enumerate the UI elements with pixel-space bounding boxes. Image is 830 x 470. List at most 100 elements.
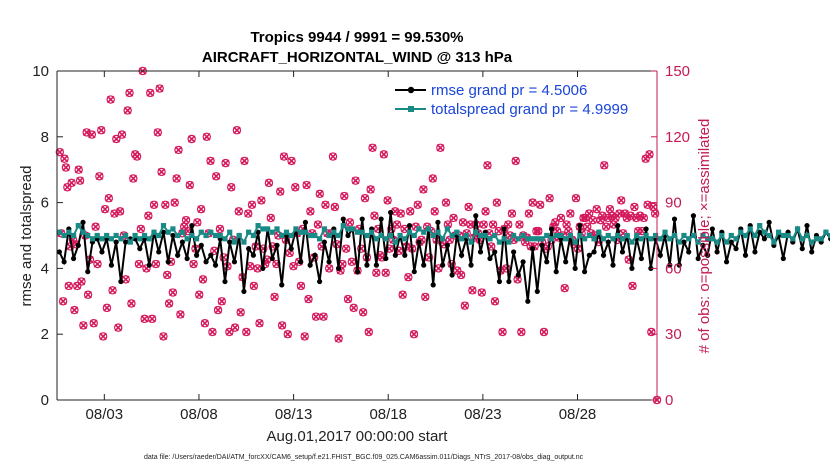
obs-possible-point: [584, 209, 594, 218]
spread-point: [75, 223, 81, 229]
spread-point: [657, 236, 663, 242]
obs-assimilated-point: [76, 176, 84, 185]
obs-assimilated-point: [186, 181, 194, 189]
obs-x-stroke: [643, 201, 652, 209]
obs-x-stroke: [349, 304, 358, 312]
obs-x-stroke: [517, 328, 526, 336]
rmse-point: [298, 259, 304, 265]
obs-possible-point: [498, 327, 507, 337]
obs-possible-point: [114, 323, 123, 332]
obs-x-stroke: [118, 130, 126, 139]
rmse-point: [468, 262, 474, 268]
rmse-point: [75, 242, 81, 248]
spread-point: [61, 232, 67, 239]
obs-x-stroke: [154, 128, 162, 137]
obs-x-stroke: [478, 288, 486, 297]
obs-possible-point: [193, 218, 202, 227]
rmse-point: [354, 269, 361, 275]
obs-x-stroke: [99, 332, 107, 341]
x-tick-label: 08/18: [369, 406, 407, 423]
obs-assimilated-point: [630, 203, 639, 211]
spread-point: [146, 236, 152, 242]
obs-possible-point: [551, 218, 560, 227]
spread-point: [416, 226, 422, 232]
obs-x-stroke: [589, 216, 597, 224]
obs-x-stroke: [186, 181, 194, 189]
obs-assimilated-point: [397, 209, 405, 218]
obs-assimilated-point: [95, 172, 104, 181]
obs-x-stroke: [129, 174, 138, 183]
obs-assimilated-point: [62, 163, 70, 172]
x-tick-label: 08/28: [559, 406, 597, 423]
obs-possible-point: [600, 161, 609, 170]
obs-x-stroke: [413, 201, 422, 209]
y-tick-label-right: 60: [665, 260, 682, 277]
obs-possible-point: [430, 207, 439, 216]
obs-possible-point: [146, 88, 155, 98]
obs-x-stroke: [221, 159, 230, 167]
spread-point: [246, 229, 252, 235]
obs-possible-point: [170, 198, 179, 207]
obs-assimilated-point: [270, 293, 279, 301]
obs-possible-point: [560, 283, 569, 293]
obs-possible-point: [108, 286, 117, 295]
obs-possible-point: [100, 204, 110, 214]
obs-x-stroke: [250, 282, 258, 290]
obs-possible-point: [230, 323, 240, 332]
rmse-point: [695, 255, 701, 262]
spread-point: [482, 232, 488, 239]
obs-x-stroke: [195, 290, 203, 299]
obs-x-stroke: [483, 161, 492, 170]
obs-possible-point: [283, 330, 292, 339]
obs-x-stroke: [214, 306, 222, 314]
y-tick-label-left: 4: [41, 260, 49, 277]
obs-x-stroke: [340, 192, 349, 200]
obs-possible-point: [368, 143, 377, 152]
rmse-point: [586, 252, 592, 258]
obs-x-stroke: [493, 198, 501, 207]
obs-assimilated-point: [319, 312, 328, 321]
obs-x-stroke: [608, 211, 616, 220]
obs-possible-point: [257, 196, 266, 205]
spread-point: [302, 229, 309, 235]
spread-point: [274, 226, 280, 232]
obs-assimilated-point: [199, 275, 207, 284]
rmse-point: [511, 249, 517, 255]
obs-assimilated-point: [406, 207, 414, 216]
obs-possible-point: [95, 172, 104, 181]
obs-x-stroke: [525, 209, 533, 218]
spread-point: [387, 232, 394, 239]
obs-x-stroke: [291, 183, 300, 192]
obs-assimilated-point: [302, 181, 311, 189]
obs-assimilated-point: [349, 304, 358, 312]
obs-x-stroke: [564, 227, 573, 235]
rmse-point: [321, 239, 327, 245]
obs-assimilated-point: [103, 304, 111, 312]
spread-point: [681, 232, 687, 239]
spread-point: [141, 232, 148, 239]
obs-possible-point: [163, 270, 172, 280]
obs-x-stroke: [429, 174, 437, 183]
obs-possible-point: [55, 147, 65, 157]
spread-point: [586, 232, 592, 239]
obs-assimilated-point: [74, 165, 83, 174]
obs-x-stroke: [592, 205, 601, 213]
obs-possible-point: [151, 259, 161, 269]
obs-assimilated-point: [248, 201, 256, 209]
spread-point: [548, 236, 555, 242]
obs-x-stroke: [60, 154, 69, 163]
obs-possible-point: [428, 174, 438, 183]
obs-assimilated-point: [359, 308, 367, 317]
obs-assimilated-point: [508, 209, 516, 218]
rmse-point: [373, 262, 380, 268]
obs-assimilated-point: [154, 128, 162, 137]
obs-x-stroke: [189, 260, 198, 268]
rmse-point: [392, 252, 398, 258]
obs-possible-point: [181, 215, 191, 225]
spread-point: [766, 232, 772, 239]
spread-point: [619, 236, 626, 242]
rmse-point: [70, 255, 77, 262]
obs-possible-point: [83, 290, 93, 299]
obs-possible-point: [396, 209, 405, 218]
